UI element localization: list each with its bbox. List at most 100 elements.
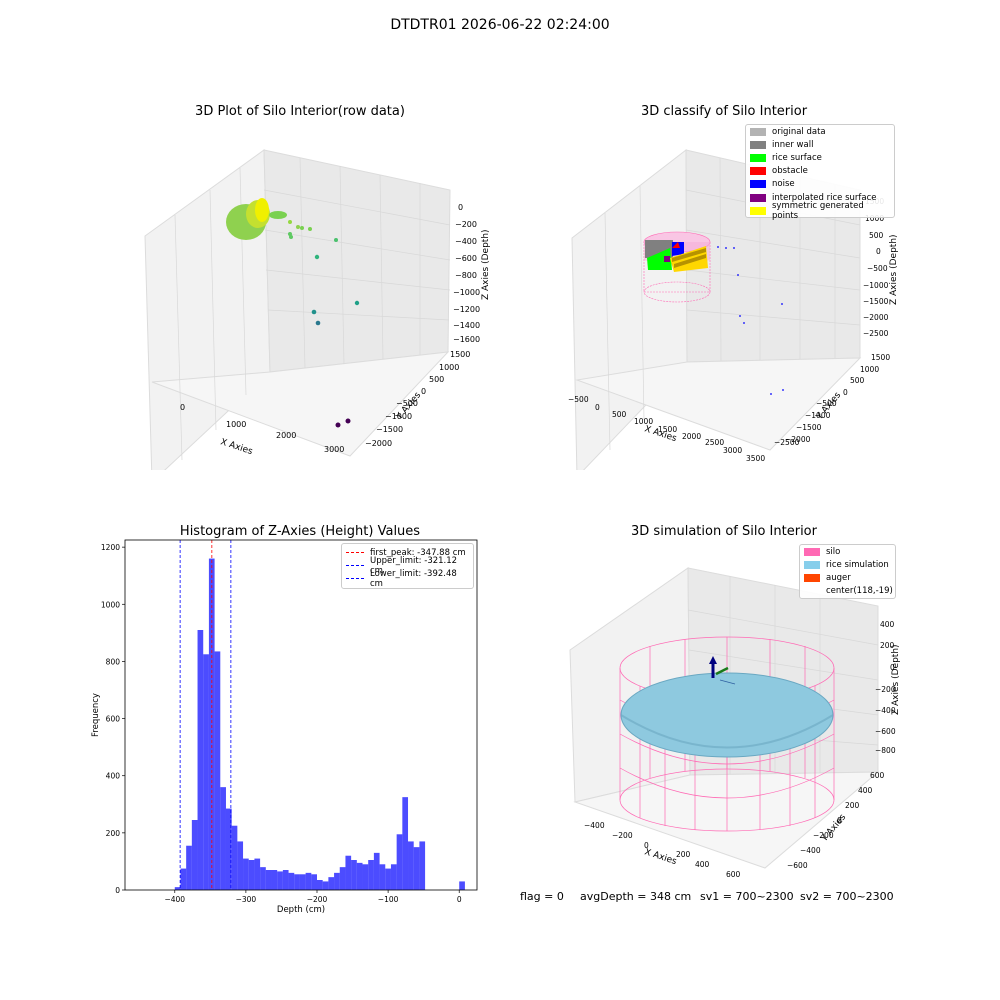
histogram-bar	[282, 870, 289, 890]
histogram-bar	[271, 870, 278, 890]
svg-text:−1200: −1200	[453, 305, 480, 314]
svg-text:0: 0	[595, 403, 600, 412]
svg-text:400: 400	[880, 620, 895, 629]
histogram-bar	[243, 858, 249, 890]
histogram-bar	[294, 874, 300, 890]
svg-text:2000: 2000	[682, 432, 701, 441]
panel4-yticks: 600 400 200 0 −200 −400 −600	[787, 771, 885, 870]
panel2-title: 3D classify of Silo Interior	[640, 104, 808, 119]
svg-text:3000: 3000	[324, 445, 344, 454]
histogram-bar	[419, 841, 426, 890]
legend-item: center(118,-19)	[800, 585, 895, 598]
swatch	[750, 140, 766, 149]
svg-text:−1500: −1500	[376, 425, 403, 434]
legend-item: silo	[800, 545, 895, 558]
panel1-zticks: 0 −200 −400 −600 −800 −1000 −1200 −1400 …	[453, 203, 480, 344]
svg-text:0: 0	[180, 403, 185, 412]
panel1-scatter	[226, 198, 360, 428]
y-ticks: 0 200 400 600 800 1000 1200	[101, 543, 125, 895]
histogram-bar	[191, 820, 198, 890]
svg-text:−800: −800	[455, 271, 477, 280]
panel2-yticks: 1500 1000 500 0 −500 −1000 −1500 −2000 −…	[774, 353, 890, 447]
svg-text:−1000: −1000	[385, 412, 412, 421]
legend-item: Lower_limit: -392.48 cm	[342, 569, 473, 589]
panel1-3d-plot: 0 1000 2000 3000 X Axies 1500 1000 500 0…	[144, 149, 491, 470]
histogram-bar	[214, 651, 221, 890]
panel1-yticks: 1500 1000 500 0 −500 −1000 −1500 −2000	[365, 350, 470, 448]
swatch	[804, 547, 820, 556]
histogram-reference-lines	[179, 540, 232, 890]
svg-text:−2000: −2000	[365, 439, 392, 448]
panel4-zticks: 400 200 0 −200 −400 −600 −800	[875, 620, 896, 755]
avg-depth-text: avgDepth = 348 cm	[580, 890, 692, 903]
svg-text:1500: 1500	[658, 425, 677, 434]
svg-text:1000: 1000	[860, 365, 879, 374]
legend-item: Upper_limit: -321.12 cm	[342, 556, 473, 576]
svg-text:−2500: −2500	[863, 329, 889, 338]
x-tick-label: −100	[378, 895, 399, 904]
legend-item: inner wall	[746, 138, 894, 151]
panel2-legend: original data inner wall rice surface ob…	[745, 124, 895, 221]
histogram-bar	[225, 808, 232, 890]
plot-frame	[124, 539, 478, 891]
histogram-bar	[174, 887, 181, 890]
svg-text:−200: −200	[455, 220, 477, 229]
panel4-legend: silo rice simulation auger center(118,-1…	[799, 544, 896, 599]
svg-text:1000: 1000	[634, 417, 653, 426]
svg-text:3000: 3000	[723, 446, 742, 455]
x-tick-label: −400	[164, 895, 185, 904]
panel4-title: 3D simulation of Silo Interior	[631, 524, 817, 539]
histogram-bar	[322, 881, 329, 890]
legend-item: first_peak: -347.88 cm	[342, 546, 473, 559]
x-tick-label: 0	[457, 895, 462, 904]
histogram-bar	[368, 860, 374, 890]
panel1-panes	[144, 149, 451, 470]
histogram-bar	[385, 868, 391, 890]
x-tick-label: −200	[307, 895, 328, 904]
svg-text:1000: 1000	[865, 214, 884, 223]
y-tick-label: 400	[106, 772, 121, 781]
svg-text:−2000: −2000	[863, 313, 889, 322]
svg-text:−800: −800	[875, 746, 896, 755]
svg-text:400: 400	[858, 786, 873, 795]
svg-text:−500: −500	[816, 399, 837, 408]
panel4-3d-plot: −400 −200 0 200 400 600 X Axies 600 400 …	[569, 567, 900, 879]
svg-text:−400: −400	[584, 821, 605, 830]
swatch	[750, 153, 766, 162]
histogram-bar	[396, 834, 403, 890]
svg-text:200: 200	[845, 801, 860, 810]
histogram-bar	[345, 855, 352, 890]
x-ticks: −400 −300 −200 −100 0	[164, 890, 462, 904]
svg-text:0: 0	[421, 387, 426, 396]
y-tick-label: 800	[106, 657, 121, 666]
histogram-bar	[356, 862, 363, 890]
histogram-bar	[265, 870, 272, 890]
panel1-xlabel: X Axies	[219, 437, 254, 457]
svg-text:−500: −500	[867, 264, 888, 273]
histogram-bar	[248, 860, 255, 890]
legend-item: auger	[800, 571, 895, 584]
histogram-bar	[390, 864, 397, 890]
legend-item: interpolated rice surface	[746, 191, 894, 204]
histogram-bar	[260, 867, 266, 890]
svg-text:400: 400	[695, 860, 710, 869]
y-tick-label: 1000	[101, 600, 120, 609]
sv2-text: sv2 = 700~2300	[800, 890, 894, 903]
swatch	[804, 560, 820, 569]
histogram-bar	[305, 872, 312, 890]
svg-text:−500: −500	[396, 399, 418, 408]
svg-text:500: 500	[850, 376, 865, 385]
histogram-bar	[220, 787, 226, 890]
svg-text:2000: 2000	[276, 431, 296, 440]
auger-marker	[709, 656, 736, 685]
svg-text:−600: −600	[787, 861, 808, 870]
legend-item: original data	[746, 125, 894, 138]
svg-text:2500: 2500	[705, 438, 724, 447]
svg-text:0: 0	[458, 203, 463, 212]
histogram-bar	[351, 860, 357, 890]
panel3-title: Histogram of Z-Axies (Height) Values	[179, 524, 421, 539]
obstacle-mark	[672, 242, 680, 248]
svg-text:−2500: −2500	[774, 438, 800, 447]
svg-text:1000: 1000	[226, 420, 246, 429]
panel1-xticks: 0 1000 2000 3000	[180, 403, 344, 454]
